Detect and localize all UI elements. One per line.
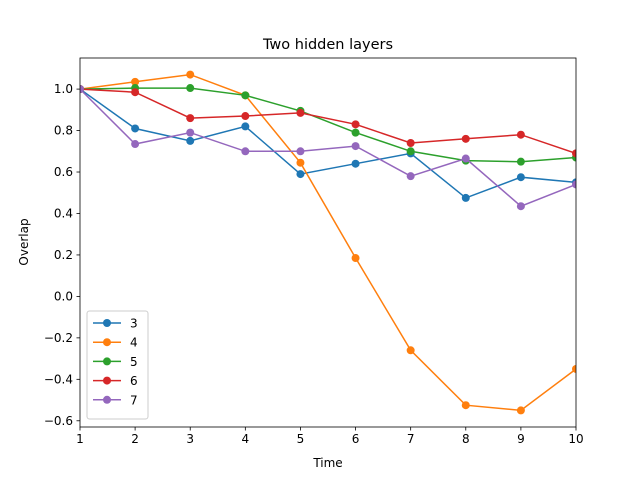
x-tick-label-9: 9 [517,432,525,446]
x-tick-label-7: 7 [407,432,415,446]
y-tick-label-0: −0.6 [44,414,73,428]
data-point-7-4 [241,147,250,156]
plot-area: 1 2 3 4 5 6 7 8 9 10 −0.6 −0.4 −0.2 0.0 0.2 0.4 0.6 0.8 1.… [44,57,584,446]
data-point-6-10 [572,149,576,158]
data-point-4-6 [351,254,360,263]
x-tick-label-6: 6 [352,432,360,446]
data-point-6-2 [131,88,140,97]
legend-marker-3 [103,319,111,327]
x-tick-label-3: 3 [186,432,194,446]
data-point-6-3 [186,114,195,123]
data-point-4-7 [406,346,415,355]
x-tick-label-4: 4 [242,432,250,446]
series-line-5 [80,87,576,163]
data-point-4-5 [296,158,305,167]
data-point-4-10 [572,364,576,373]
data-point-7-9 [516,202,525,211]
legend-label-4: 4 [130,336,138,350]
data-point-6-8 [461,134,470,143]
x-tick-label-1: 1 [76,432,84,446]
data-point-7-5 [296,147,305,156]
data-point-5-4 [241,91,250,100]
y-tick-label-4: 0.2 [54,248,73,262]
data-point-6-5 [296,108,305,117]
y-tick-label-8: 1.0 [54,82,73,96]
x-tick-label-5: 5 [297,432,305,446]
data-point-7-7 [406,172,415,181]
series-group [80,70,576,415]
series-line-4 [80,73,576,412]
legend-label-7: 7 [130,393,138,407]
series-line-3 [80,88,576,199]
y-tick-label-6: 0.6 [54,165,73,179]
series-line-7 [80,88,576,208]
y-tick-label-1: −0.4 [44,372,73,386]
legend-marker-7 [103,395,111,404]
data-point-5-3 [186,84,195,93]
chart-title: Two hidden layers [262,37,393,53]
x-tick-label-10: 10 [568,432,583,446]
x-tick-label-2: 2 [131,432,139,446]
data-point-3-4 [241,122,250,131]
data-point-7-8 [461,154,470,163]
data-point-5-7 [406,147,415,156]
data-point-4-3 [186,70,195,79]
data-point-4-2 [131,77,140,86]
axes-frame [79,57,577,428]
data-point-3-9 [516,173,525,182]
data-point-6-7 [406,138,415,147]
legend-marker-5 [103,357,111,366]
data-point-7-3 [186,128,195,137]
legend-box [86,310,149,420]
legend-label-6: 6 [130,374,138,388]
data-point-7-6 [351,142,360,151]
y-axis-label: Overlap [17,218,31,265]
data-point-3-8 [461,193,470,202]
data-point-6-6 [351,120,360,129]
data-point-5-9 [516,157,525,166]
data-point-7-10 [572,180,576,189]
legend-label-3: 3 [130,317,138,331]
legend-label-5: 5 [130,355,138,369]
data-point-6-4 [241,112,250,121]
y-tick-label-5: 0.4 [54,206,73,220]
y-tick-label-2: −0.2 [44,331,73,345]
data-point-3-3 [186,136,195,145]
x-axis-label: Time [312,456,342,470]
data-point-6-9 [516,130,525,139]
y-tick-label-3: 0.0 [54,289,73,303]
series-line-6 [80,88,576,155]
legend-marker-6 [103,376,111,385]
data-point-4-8 [461,401,470,410]
data-point-3-6 [351,159,360,168]
data-point-3-5 [296,170,305,179]
x-tick-label-8: 8 [462,432,470,446]
data-point-3-2 [131,124,140,133]
data-point-7-1 [80,85,84,94]
data-point-7-2 [131,140,140,149]
legend-marker-4 [103,338,111,347]
data-point-4-9 [516,406,525,415]
y-tick-label-7: 0.8 [54,124,73,138]
data-point-5-6 [351,128,360,137]
